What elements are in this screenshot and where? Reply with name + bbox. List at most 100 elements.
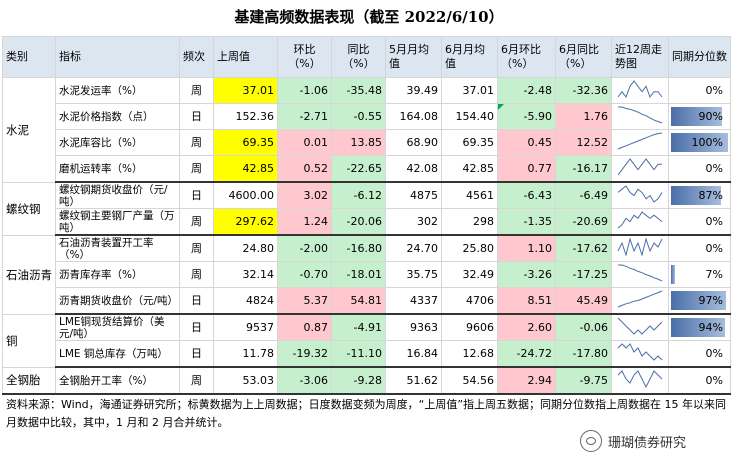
percentile-cell: 0% xyxy=(668,234,731,262)
wow-cell: 0.52 xyxy=(277,155,332,183)
jun-avg-cell: 12.68 xyxy=(441,340,498,368)
jun-mom-cell: 8.51 xyxy=(497,287,556,315)
percentile-value: 0% xyxy=(705,83,723,97)
percentile-value: 97% xyxy=(698,293,723,307)
yoy-cell: -18.01 xyxy=(331,261,386,288)
page-title: 基建高频数据表现（截至 2022/6/10） xyxy=(234,8,504,26)
header-wow: 环比（%） xyxy=(277,36,332,78)
frequency-cell: 日 xyxy=(179,181,214,209)
table-row: LME 铜总库存（万吨）日 11.78 -19.32 -11.10 16.84 12.68… xyxy=(3,340,731,368)
frequency-cell: 周 xyxy=(179,129,214,156)
wow-cell: 0.87 xyxy=(277,313,332,341)
jun-yoy-cell: -9.75 xyxy=(555,366,612,395)
jun-avg-cell: 154.40 xyxy=(441,103,498,130)
yoy-cell: -0.55 xyxy=(331,103,386,130)
sparkline xyxy=(617,132,663,150)
percentile-cell: 97% xyxy=(668,287,731,315)
indicator-cell: LME铜现货结算价（美元/吨） xyxy=(55,313,180,341)
table-row: 水泥库容比（%）周 69.35 0.01 13.85 68.90 69.35 0.45 12.… xyxy=(3,129,731,156)
indicator-cell: 水泥库容比（%） xyxy=(55,129,180,156)
sparkline-path xyxy=(617,343,663,361)
jun-mom-cell: -2.48 xyxy=(497,77,556,104)
percentile-bar xyxy=(671,186,721,205)
frequency-cell: 日 xyxy=(179,340,214,368)
percentile-cell: 0% xyxy=(668,77,731,104)
sparkline-path xyxy=(617,211,663,229)
source-note: 资料来源：Wind，海通证券研究所；标黄数据为上上周数据；日度数据变频为周度，“… xyxy=(6,398,727,429)
sparkline-path xyxy=(617,237,663,257)
sparkline xyxy=(617,317,663,335)
percentile-value: 94% xyxy=(698,320,723,334)
sparkline-path xyxy=(618,264,663,282)
category-cell: 全钢胎 xyxy=(2,366,56,395)
category-cell: 螺纹钢 xyxy=(2,181,56,236)
jun-yoy-cell: 12.52 xyxy=(555,129,612,156)
may-avg-cell: 42.08 xyxy=(385,155,442,183)
percentile-cell: 100% xyxy=(668,129,731,156)
table-row: 水泥价格指数（点）日 152.36 -2.71 -0.55 164.08 154.40 -5… xyxy=(3,103,731,130)
indicator-cell: 磨机运转率（%） xyxy=(55,155,180,183)
sparkline-cell xyxy=(611,129,669,156)
wow-cell: 0.01 xyxy=(277,129,332,156)
jun-avg-cell: 37.01 xyxy=(441,77,498,104)
header-may-avg: 5月月均值 xyxy=(385,36,442,78)
jun-avg-cell: 25.80 xyxy=(441,234,498,262)
wow-cell: 3.02 xyxy=(277,181,332,209)
indicator-cell: 水泥价格指数（点） xyxy=(55,103,180,130)
sparkline-path xyxy=(617,290,663,308)
frequency-cell: 周 xyxy=(179,261,214,288)
wow-cell: -2.00 xyxy=(277,234,332,262)
sparkline-path xyxy=(617,80,663,99)
percentile-bar xyxy=(671,291,727,310)
frequency-cell: 周 xyxy=(179,208,214,236)
sparkline-cell xyxy=(611,208,669,236)
percentile-cell: 0% xyxy=(668,155,731,183)
may-avg-cell: 4337 xyxy=(385,287,442,315)
may-avg-cell: 51.62 xyxy=(385,366,442,395)
header-jun-mom: 6月环比（%） xyxy=(497,36,556,78)
sparkline xyxy=(617,343,663,361)
jun-yoy-cell: -17.62 xyxy=(555,234,612,262)
sparkline xyxy=(617,237,663,257)
percentile-value: 100% xyxy=(691,135,723,149)
jun-avg-cell: 54.56 xyxy=(441,366,498,395)
sparkline-path xyxy=(617,158,662,176)
last-week-cell: 4600.00 xyxy=(213,181,278,209)
category-cell: 石油沥青 xyxy=(2,234,56,315)
wow-cell: -0.70 xyxy=(277,261,332,288)
percentile-value: 0% xyxy=(705,373,723,387)
indicator-cell: 全钢胎开工率（%） xyxy=(55,366,180,395)
sparkline xyxy=(617,370,663,389)
jun-avg-cell: 42.85 xyxy=(441,155,498,183)
frequency-cell: 周 xyxy=(179,155,214,183)
jun-mom-cell: 0.77 xyxy=(497,155,556,183)
yoy-cell: -9.28 xyxy=(331,366,386,395)
jun-mom-cell: 2.94 xyxy=(497,366,556,395)
table-body: 水泥 水泥发运率（%）周 37.01 -1.06 -35.48 39.49 37.01 -2.… xyxy=(2,77,731,395)
indicator-cell: 石油沥青装置开工率（%） xyxy=(55,234,180,262)
indicator-cell: 螺纹钢期货收盘价（元/吨） xyxy=(55,181,180,209)
table-row: 沥青库存率（%）周 32.14 -0.70 -18.01 35.75 32.49 -3.26… xyxy=(3,261,731,288)
percentile-cell: 87% xyxy=(668,181,731,209)
watermark-text: 珊瑚债券研究 xyxy=(608,435,687,451)
sparkline-path xyxy=(617,370,663,389)
sparkline-cell xyxy=(611,287,669,315)
sparkline-cell xyxy=(611,261,669,288)
may-avg-cell: 9363 xyxy=(385,313,442,341)
may-avg-cell: 4875 xyxy=(385,181,442,209)
sparkline-path xyxy=(617,185,663,203)
watermark: 珊瑚债券研究 xyxy=(580,430,686,452)
header-frequency: 频次 xyxy=(179,36,214,78)
header-yoy: 同比（%） xyxy=(331,36,386,78)
yoy-cell: -6.12 xyxy=(331,181,386,209)
jun-yoy-cell: -32.36 xyxy=(555,77,612,104)
jun-avg-cell: 4561 xyxy=(441,181,498,209)
category-cell: 铜 xyxy=(2,313,56,368)
table-row: 水泥 水泥发运率（%）周 37.01 -1.06 -35.48 39.49 37.01 -2.… xyxy=(2,77,731,183)
last-week-cell: 37.01 xyxy=(213,77,278,104)
wow-cell: 1.24 xyxy=(277,208,332,236)
header-jun-avg: 6月月均值 xyxy=(441,36,498,78)
sparkline-cell xyxy=(611,103,669,130)
percentile-value: 90% xyxy=(698,109,723,123)
table-row: 铜 LME铜现货结算价（美元/吨）日 9537 0.87 -4.91 9363 9606 2.… xyxy=(2,313,731,368)
